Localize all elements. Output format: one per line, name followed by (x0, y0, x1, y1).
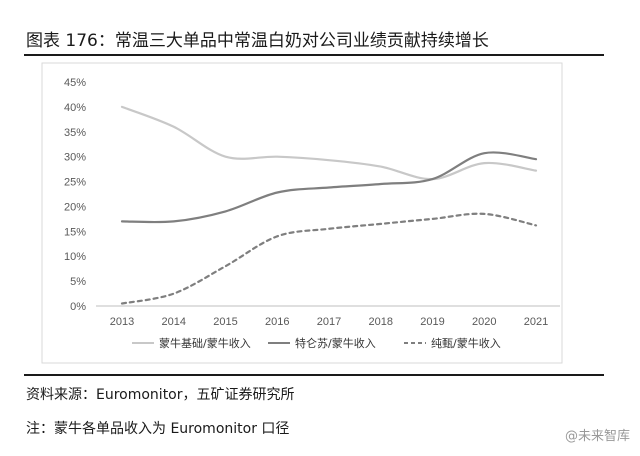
y-tick-label: 5% (70, 276, 86, 288)
y-axis-ticks: 0% 5% 10% 15% 20% 25% 30% 35% 40% 45% (64, 77, 86, 313)
chart-legend: 蒙牛基础/蒙牛收入 特仑苏/蒙牛收入 纯甄/蒙牛收入 (132, 336, 501, 350)
chart-frame (41, 62, 563, 364)
x-tick-label: 2014 (162, 316, 186, 328)
series-line-1 (120, 105, 538, 181)
source-rule (24, 374, 604, 376)
legend-label: 蒙牛基础/蒙牛收入 (159, 336, 251, 350)
x-axis-ticks: 2013 2014 2015 2016 2017 2018 2019 2020 2021 (110, 316, 548, 328)
y-tick-label: 35% (64, 127, 86, 139)
figure-title: 图表 176：常温三大单品中常温白奶对公司业绩贡献持续增长 (26, 31, 489, 51)
x-tick-label: 2013 (110, 316, 134, 328)
x-tick-label: 2017 (317, 316, 341, 328)
title-rule (24, 54, 604, 56)
x-tick-label: 2019 (420, 316, 444, 328)
series-line-3 (120, 212, 538, 305)
y-tick-label: 25% (64, 177, 86, 189)
legend-label: 纯甄/蒙牛收入 (431, 336, 501, 350)
x-tick-label: 2015 (213, 316, 237, 328)
x-tick-label: 2021 (524, 316, 548, 328)
y-tick-label: 45% (64, 77, 86, 89)
legend-label: 特仑苏/蒙牛收入 (295, 336, 376, 350)
series-line-2 (120, 151, 538, 224)
y-tick-label: 15% (64, 226, 86, 238)
x-tick-label: 2020 (472, 316, 496, 328)
source-text: 资料来源：Euromonitor，五矿证券研究所 (26, 387, 295, 403)
y-tick-label: 20% (64, 201, 86, 213)
series-lines (120, 105, 538, 305)
y-tick-label: 30% (64, 152, 86, 164)
x-tick-label: 2018 (369, 316, 393, 328)
note-text: 注：蒙牛各单品收入为 Euromonitor 口径 (26, 421, 290, 437)
y-tick-label: 0% (70, 301, 86, 313)
watermark-text: @未来智库 (564, 429, 630, 444)
x-tick-label: 2016 (265, 316, 289, 328)
y-tick-label: 40% (64, 102, 86, 114)
y-tick-label: 10% (64, 251, 86, 263)
